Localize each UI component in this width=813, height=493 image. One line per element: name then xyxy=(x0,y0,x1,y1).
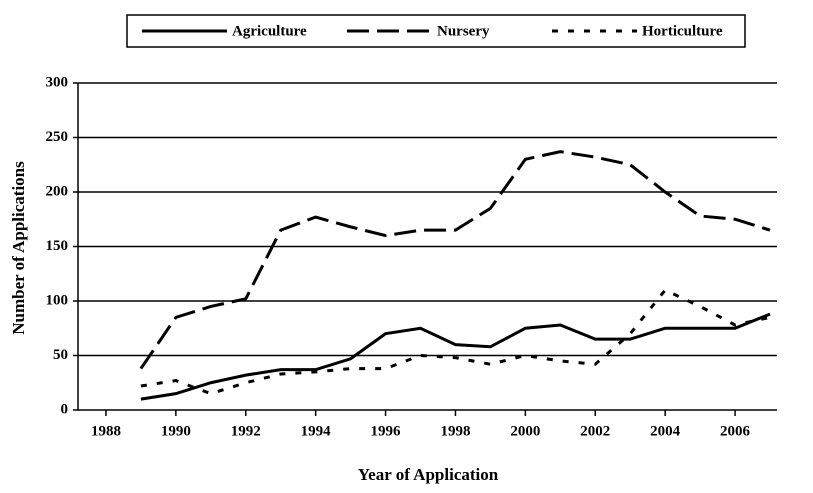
y-tick-label: 300 xyxy=(46,74,69,90)
y-tick-label: 250 xyxy=(46,129,69,145)
y-tick-label: 150 xyxy=(46,238,69,254)
x-tick-label: 1988 xyxy=(91,423,121,439)
x-axis-label: Year of Application xyxy=(358,465,499,484)
series-line xyxy=(140,288,771,396)
x-tick-label: 1992 xyxy=(231,423,261,439)
x-tick-label: 1990 xyxy=(161,423,191,439)
x-tick-label: 2000 xyxy=(510,423,540,439)
y-tick-label: 0 xyxy=(61,401,69,417)
legend-box xyxy=(126,14,746,48)
x-tick-label: 1994 xyxy=(301,423,332,439)
legend-label: Nursery xyxy=(437,23,490,39)
y-tick-label: 50 xyxy=(53,347,68,363)
x-tick-label: 2006 xyxy=(720,423,751,439)
x-tick-label: 1998 xyxy=(440,423,470,439)
y-tick-label: 200 xyxy=(46,183,69,199)
series-line xyxy=(139,150,771,370)
legend-label: Agriculture xyxy=(232,23,307,39)
x-tick-label: 2004 xyxy=(650,423,681,439)
legend-label: Horticulture xyxy=(642,23,723,39)
x-tick-label: 1996 xyxy=(371,423,402,439)
y-tick-label: 100 xyxy=(46,292,69,308)
y-axis-label: Number of Applications xyxy=(9,161,28,335)
series-line xyxy=(140,312,771,401)
x-tick-label: 2002 xyxy=(580,423,610,439)
